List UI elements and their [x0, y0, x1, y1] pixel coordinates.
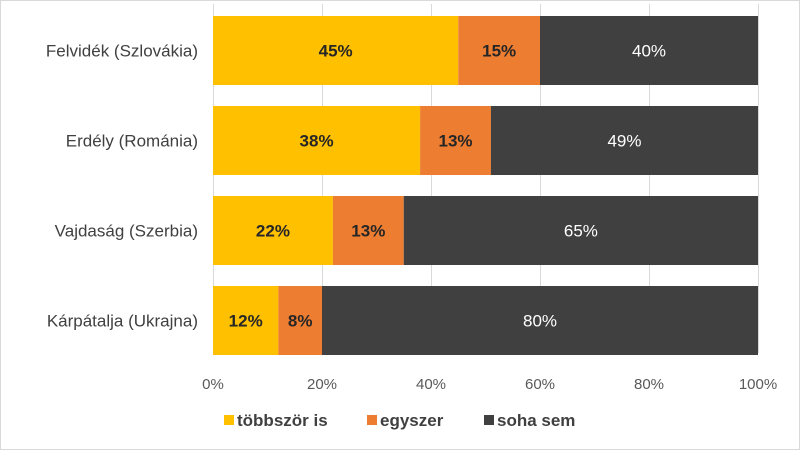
data-label: 80%	[523, 312, 557, 331]
data-label: 13%	[439, 132, 473, 151]
tick-label: 20%	[307, 376, 337, 393]
data-label: 49%	[607, 132, 641, 151]
data-label: 15%	[482, 42, 516, 61]
legend-label: soha sem	[497, 411, 575, 430]
bar-segment	[332, 196, 404, 265]
legend-label: többször is	[237, 411, 328, 430]
category-label: Felvidék (Szlovákia)	[46, 42, 198, 61]
bar-segment	[278, 286, 322, 355]
legend-swatch	[367, 415, 377, 425]
bar-segment	[490, 106, 758, 175]
bar-segment	[420, 106, 491, 175]
data-label: 8%	[288, 312, 313, 331]
legend: többször is egyszer soha sem	[224, 411, 575, 430]
bars: 45% 15% 40% 38% 13% 49% 22% 13% 65% 12% 8% 80%	[213, 16, 758, 355]
tick-label: 40%	[416, 376, 446, 393]
bar-segment	[403, 196, 758, 265]
legend-swatch	[224, 415, 234, 425]
data-label: 40%	[632, 42, 666, 61]
x-axis-ticks: 0% 20% 40% 60% 80% 100%	[202, 376, 777, 393]
tick-label: 0%	[202, 376, 224, 393]
legend-swatch	[484, 415, 494, 425]
data-label: 22%	[256, 222, 290, 241]
bar-segment	[213, 196, 333, 265]
bar-segment	[458, 16, 540, 85]
bar-segment	[213, 106, 421, 175]
bar-segment	[213, 286, 279, 355]
legend-label: egyszer	[380, 411, 444, 430]
tick-label: 100%	[739, 376, 777, 393]
category-label: Erdély (Románia)	[66, 132, 198, 151]
category-label: Vajdaság (Szerbia)	[55, 222, 198, 241]
data-label: 13%	[351, 222, 385, 241]
bar-segment	[213, 16, 459, 85]
tick-label: 60%	[525, 376, 555, 393]
category-labels: Felvidék (Szlovákia) Erdély (Románia) Vajd…	[46, 42, 198, 331]
bar-segment	[540, 16, 758, 85]
data-label: 38%	[300, 132, 334, 151]
category-label: Kárpátalja (Ukrajna)	[47, 312, 198, 331]
data-label: 65%	[564, 222, 598, 241]
tick-label: 80%	[634, 376, 664, 393]
data-label: 45%	[319, 42, 353, 61]
data-label: 12%	[229, 312, 263, 331]
bar-segment	[322, 286, 758, 355]
